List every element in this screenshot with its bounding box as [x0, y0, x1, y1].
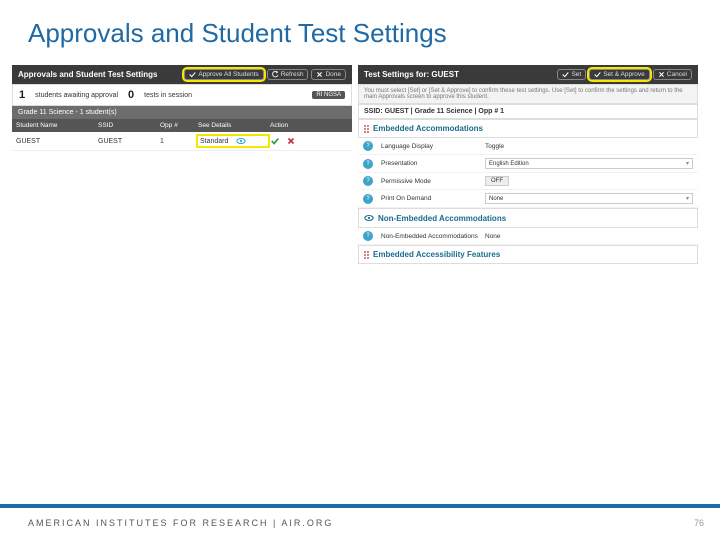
- program-badge: RI NGSA: [312, 91, 345, 99]
- approvals-header: Approvals and Student Test Settings Appr…: [12, 65, 352, 84]
- content-area: Approvals and Student Test Settings Appr…: [0, 59, 720, 264]
- eye-icon: [364, 213, 374, 223]
- test-group-header: Grade 11 Science - 1 student(s): [12, 106, 352, 119]
- setting-language: ? Language Display Toggle: [358, 138, 698, 155]
- pres-value: English Edition: [489, 161, 529, 167]
- footer-org: AMERICAN INSTITUTES FOR RESEARCH | AIR.O…: [28, 518, 333, 528]
- done-label: Done: [325, 71, 341, 78]
- approve-all-button[interactable]: Approve All Students: [184, 69, 263, 80]
- setting-presentation: ? Presentation English Edition: [358, 155, 698, 173]
- awaiting-count: 1: [19, 89, 25, 101]
- section-embedded-accommodations[interactable]: Embedded Accommodations: [358, 119, 698, 138]
- close-icon: [316, 71, 323, 78]
- awaiting-label: students awaiting approval: [35, 92, 118, 99]
- pod-select[interactable]: None: [485, 193, 693, 204]
- col-action: Action: [270, 122, 340, 129]
- eye-icon[interactable]: [236, 136, 246, 146]
- col-details: See Details: [198, 122, 268, 129]
- slide-footer: AMERICAN INSTITUTES FOR RESEARCH | AIR.O…: [0, 504, 720, 540]
- approve-all-label: Approve All Students: [198, 71, 258, 78]
- check-icon: [189, 71, 196, 78]
- set-approve-button[interactable]: Set & Approve: [589, 69, 650, 80]
- cell-opp: 1: [160, 138, 196, 145]
- help-icon[interactable]: ?: [363, 159, 373, 169]
- done-button[interactable]: Done: [311, 69, 346, 80]
- help-icon[interactable]: ?: [363, 231, 373, 241]
- slide-title: Approvals and Student Test Settings: [0, 0, 720, 59]
- permissive-toggle[interactable]: OFF: [485, 176, 509, 186]
- page-number: 76: [694, 518, 704, 528]
- section2-label: Non-Embedded Accommodations: [378, 214, 506, 223]
- perm-label: Permissive Mode: [381, 178, 481, 185]
- cell-details: Standard: [200, 138, 228, 145]
- lang-value: Toggle: [485, 143, 693, 150]
- grip-icon: [364, 125, 369, 133]
- grip-icon: [364, 251, 369, 259]
- pod-value: None: [489, 196, 503, 202]
- refresh-icon: [272, 71, 279, 78]
- deny-icon[interactable]: [286, 136, 296, 146]
- col-ssid: SSID: [98, 122, 158, 129]
- col-student-name: Student Name: [16, 122, 96, 129]
- nea-label: Non-Embedded Accommodations: [381, 233, 481, 240]
- approve-icon[interactable]: [270, 136, 280, 146]
- section-non-embedded-accommodations[interactable]: Non-Embedded Accommodations: [358, 208, 698, 228]
- setting-permissive: ? Permissive Mode OFF: [358, 173, 698, 190]
- check-icon: [594, 71, 601, 78]
- ssid-bar: SSID: GUEST | Grade 11 Science | Opp # 1: [358, 104, 698, 119]
- help-icon[interactable]: ?: [363, 194, 373, 204]
- test-settings-panel: Test Settings for: GUEST Set Set & Appro…: [358, 65, 698, 264]
- info-banner: You must select [Set] or [Set & Approve]…: [358, 84, 698, 104]
- presentation-select[interactable]: English Edition: [485, 158, 693, 169]
- action-cell: [270, 136, 340, 146]
- settings-title: Test Settings for: GUEST: [364, 70, 554, 79]
- session-count: 0: [128, 89, 134, 101]
- check-icon: [562, 71, 569, 78]
- nea-value: None: [485, 233, 693, 240]
- approvals-title: Approvals and Student Test Settings: [18, 70, 181, 79]
- cancel-button[interactable]: Cancel: [653, 69, 692, 80]
- set-button[interactable]: Set: [557, 69, 586, 80]
- setting-print-on-demand: ? Print On Demand None: [358, 190, 698, 208]
- table-header: Student Name SSID Opp # See Details Acti…: [12, 119, 352, 132]
- help-icon[interactable]: ?: [363, 141, 373, 151]
- set-label: Set: [571, 71, 581, 78]
- section-embedded-accessibility[interactable]: Embedded Accessibility Features: [358, 245, 698, 264]
- approvals-panel: Approvals and Student Test Settings Appr…: [12, 65, 352, 264]
- pres-label: Presentation: [381, 160, 481, 167]
- col-opp: Opp #: [160, 122, 196, 129]
- refresh-label: Refresh: [281, 71, 304, 78]
- see-details-cell: Standard: [198, 136, 268, 146]
- pod-label: Print On Demand: [381, 195, 481, 202]
- refresh-button[interactable]: Refresh: [267, 69, 309, 80]
- cell-name: GUEST: [16, 138, 96, 145]
- section1-label: Embedded Accommodations: [373, 124, 483, 133]
- stats-row: 1 students awaiting approval 0 tests in …: [12, 84, 352, 106]
- setting-nea: ? Non-Embedded Accommodations None: [358, 228, 698, 245]
- cancel-label: Cancel: [667, 71, 687, 78]
- table-row: GUEST GUEST 1 Standard: [12, 132, 352, 151]
- set-approve-label: Set & Approve: [603, 71, 645, 78]
- close-icon: [658, 71, 665, 78]
- lang-label: Language Display: [381, 143, 481, 150]
- session-label: tests in session: [144, 92, 192, 99]
- settings-header: Test Settings for: GUEST Set Set & Appro…: [358, 65, 698, 84]
- help-icon[interactable]: ?: [363, 176, 373, 186]
- cell-ssid: GUEST: [98, 138, 158, 145]
- section3-label: Embedded Accessibility Features: [373, 250, 500, 259]
